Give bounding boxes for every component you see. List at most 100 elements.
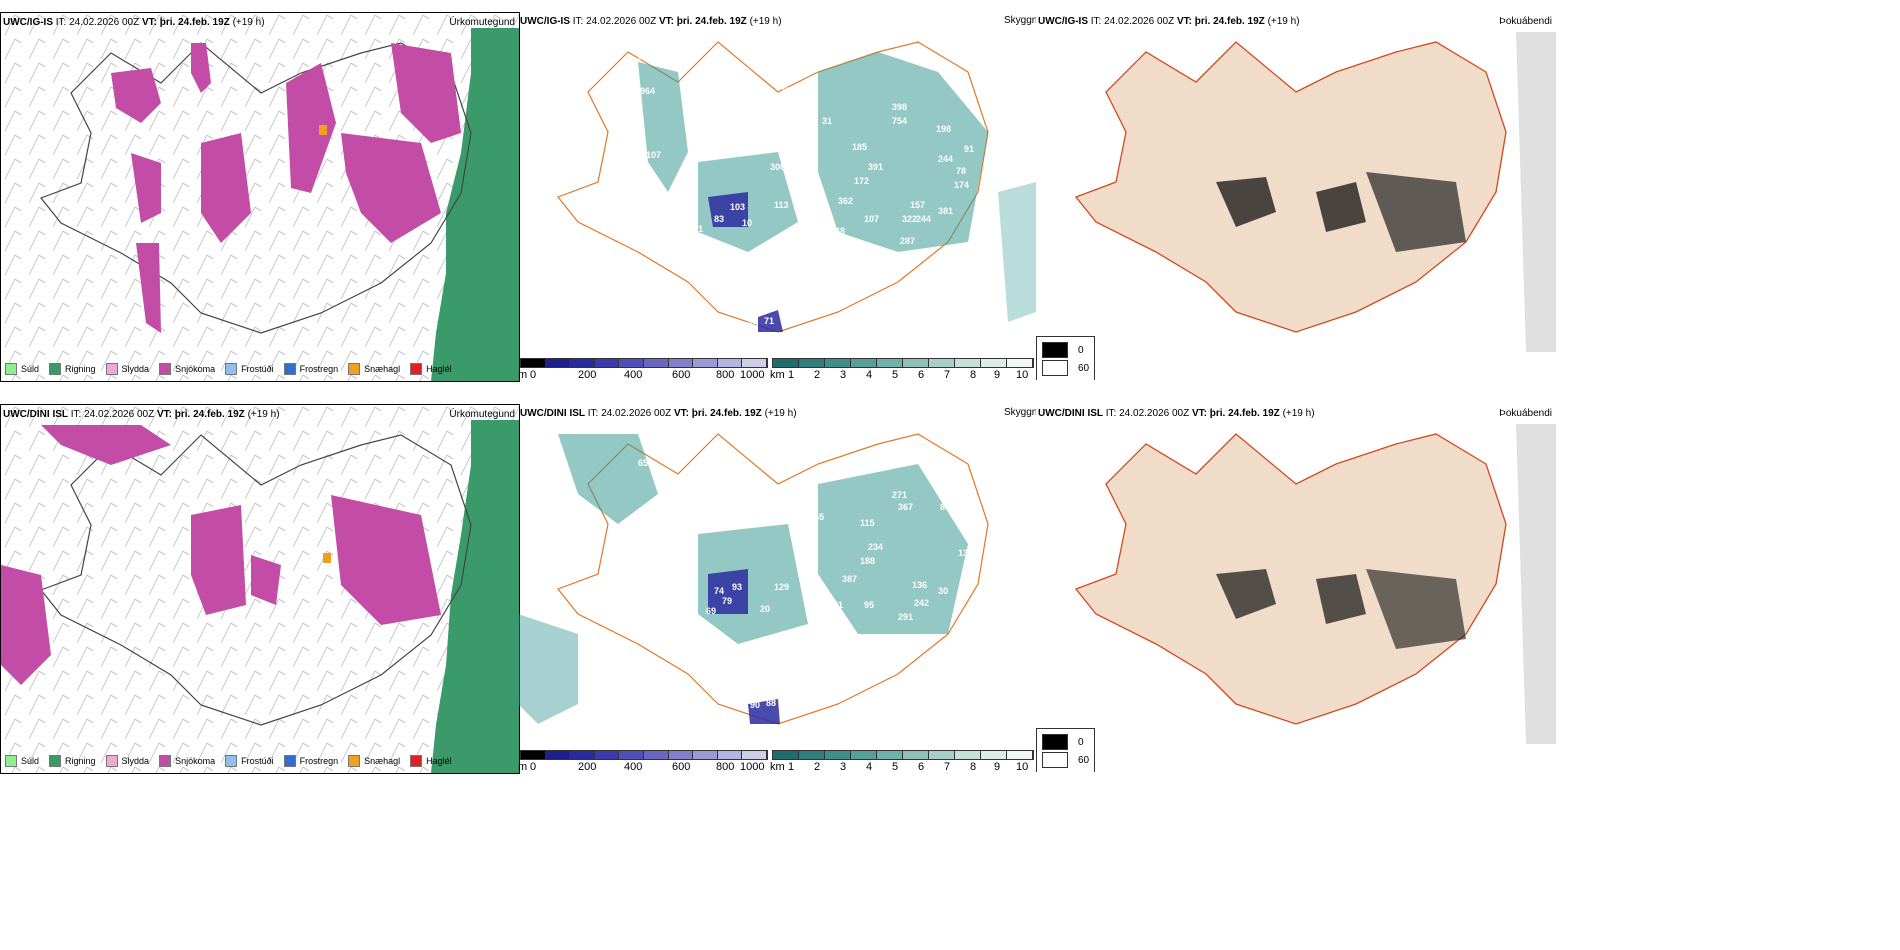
terrain-height-label: 107	[646, 150, 661, 160]
terrain-height-label: 391	[868, 162, 883, 172]
terrain-height-label: 242	[914, 598, 929, 608]
terrain-height-label: 300	[770, 162, 785, 172]
fog-index-legend: 0 60	[1036, 336, 1096, 380]
terrain-height-label: 106	[818, 212, 833, 222]
terrain-height-label: 964	[640, 86, 655, 96]
terrain-height-label: 95	[864, 600, 874, 610]
legend-item: Haglél	[410, 755, 452, 767]
terrain-height-label: 113	[774, 200, 789, 210]
legend-item: Frostregn	[283, 363, 338, 375]
legend-item: Rigning	[49, 755, 96, 767]
legend-item: Rigning	[49, 363, 96, 375]
fog-index-map	[1074, 424, 1556, 744]
legend-item: Snjókoma	[159, 755, 215, 767]
precip-type-map	[1, 405, 519, 773]
terrain-height-label: 15	[773, 468, 783, 478]
terrain-height-label: 93	[732, 582, 742, 592]
fog-index-map	[1074, 32, 1556, 352]
terrain-height-label: 398	[892, 102, 907, 112]
terrain-height-label: 174	[954, 180, 969, 190]
terrain-height-label: 185	[852, 142, 867, 152]
panel-title: UWC/DINI ISL IT: 24.02.2026 00Z VT: þri.…	[3, 409, 280, 420]
precip-legend: Súld Rigning Slydda Snjókoma Frostúði Fr…	[5, 363, 452, 375]
terrain-height-label: 04	[816, 592, 826, 602]
visibility-panel-row0: 382 964 107 99 103 83 91 113 10 27 22 72 34 300 88 31 18…	[518, 12, 1036, 380]
visibility-map: 382 964 107 99 103 83 91 113 10 27 22 72 34 300 88 31 18…	[557, 41, 1036, 333]
fog-index-panel-row0: UWC/IG-IS IT: 24.02.2026 00Z VT: þri. 24…	[1036, 12, 1556, 380]
legend-item: Slydda	[105, 755, 149, 767]
terrain-height-label: 86	[940, 502, 950, 512]
panel-type-label: Þokuábendi	[1499, 16, 1552, 27]
terrain-height-label: 234	[868, 542, 883, 552]
terrain-height-label: 107	[864, 214, 879, 224]
terrain-height-label: 188	[860, 556, 875, 566]
terrain-height-label: 115	[860, 518, 875, 528]
terrain-height-label: 103	[730, 202, 745, 212]
terrain-height-label: 55	[814, 512, 824, 522]
terrain-colorbar: m 0 200 400 600 800 1000	[518, 358, 768, 380]
terrain-height-label: 91	[693, 224, 703, 234]
fog-index-panel-row1: UWC/DINI ISL IT: 24.02.2026 00Z VT: þri.…	[1036, 404, 1556, 772]
panel-title: UWC/DINI ISL IT: 24.02.2026 00Z VT: þri.…	[520, 408, 797, 419]
legend-item: Haglél	[410, 363, 452, 375]
terrain-height-label: 754	[892, 116, 907, 126]
terrain-height-label: 148	[830, 226, 845, 236]
terrain-height-label: 74	[714, 586, 724, 596]
terrain-height-label: 71	[764, 316, 774, 326]
rain-area	[431, 28, 519, 381]
fog-landmass	[1074, 433, 1507, 725]
panel-type-label: Úrkomutegund	[449, 17, 515, 28]
terrain-height-label: 70	[748, 320, 758, 330]
terrain-height-label: 382	[636, 52, 651, 62]
terrain-height-label: 287	[900, 236, 915, 246]
terrain-height-label: 387	[842, 574, 857, 584]
terrain-height-label: 34	[808, 136, 818, 146]
legend-item: Slydda	[105, 363, 149, 375]
panel-type-label: Skyggni	[1004, 15, 1036, 26]
terrain-height-label: 291	[898, 612, 913, 622]
terrain-height-label: 20	[760, 604, 770, 614]
legend-item: Súld	[5, 755, 39, 767]
terrain-height-label: 22	[780, 86, 790, 96]
terrain-height-label: 172	[854, 176, 869, 186]
legend-item: Frostúði	[225, 755, 274, 767]
terrain-height-label: 367	[898, 502, 913, 512]
terrain-height-label: 362	[838, 196, 853, 206]
panel-title: UWC/IG-IS IT: 24.02.2026 00Z VT: þri. 24…	[1038, 16, 1300, 27]
panel-title: UWC/DINI ISL IT: 24.02.2026 00Z VT: þri.…	[1038, 408, 1315, 419]
rain-area	[431, 420, 519, 773]
terrain-height-label: 322	[902, 214, 917, 224]
visibility-colorbar: km 1 2 3 4 5 6 7 8 9 10	[770, 750, 1034, 772]
panel-title: UWC/IG-IS IT: 24.02.2026 00Z VT: þri. 24…	[3, 17, 265, 28]
terrain-height-label: 157	[910, 200, 925, 210]
precip-type-panel-row0: UWC/IG-IS IT: 24.02.2026 00Z VT: þri. 24…	[0, 12, 520, 382]
precip-legend: Súld Rigning Slydda Snjókoma Frostúði Fr…	[5, 755, 452, 767]
legend-item: Snæhagl	[348, 363, 400, 375]
terrain-height-label: 88	[808, 162, 818, 172]
terrain-height-label: 244	[938, 154, 953, 164]
terrain-height-label: 131	[828, 600, 843, 610]
panel-type-label: Þokuábendi	[1499, 408, 1552, 419]
legend-item: Snjókoma	[159, 363, 215, 375]
road-network	[557, 41, 989, 333]
terrain-height-label: 244	[916, 214, 931, 224]
terrain-height-label: 83	[714, 214, 724, 224]
terrain-height-label: 198	[936, 124, 951, 134]
terrain-height-label: 241	[970, 512, 985, 522]
terrain-height-label: 72	[774, 108, 784, 118]
visibility-colorbar: km 1 2 3 4 5 6 7 8 9 10	[770, 358, 1034, 380]
legend-item: Snæhagl	[348, 755, 400, 767]
panel-title: UWC/IG-IS IT: 24.02.2026 00Z VT: þri. 24…	[520, 16, 782, 27]
terrain-height-label: 27	[626, 230, 636, 240]
terrain-height-label: 69	[706, 606, 716, 616]
panel-type-label: Skyggni	[1004, 407, 1036, 418]
terrain-height-label: 13	[958, 548, 968, 558]
terrain-height-label: 31	[768, 512, 778, 522]
terrain-height-label: 31	[822, 116, 832, 126]
terrain-height-label: 70	[773, 494, 783, 504]
visibility-panel-row1: 65 15 70 31 55 115 234 188 271 367 86 241 13 74 93 79 69…	[518, 404, 1036, 772]
fog-landmass	[1074, 41, 1507, 333]
legend-item: Frostregn	[283, 755, 338, 767]
terrain-height-label: 78	[956, 166, 966, 176]
terrain-height-label: 381	[938, 206, 953, 216]
